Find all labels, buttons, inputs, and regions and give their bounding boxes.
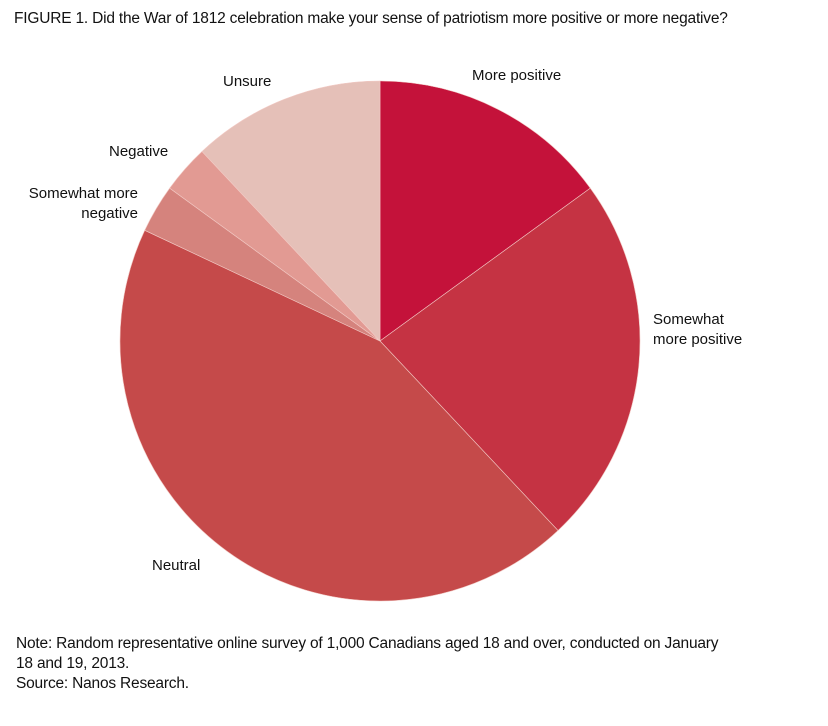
pie-slice-neutral — [119, 229, 559, 602]
chart-note: Note: Random representative online surve… — [16, 634, 816, 694]
label-negative: Negative — [109, 143, 169, 160]
source-line: Source: Nanos Research. — [16, 675, 189, 692]
label-more-positive: More positive — [472, 67, 562, 84]
label-somewhat-more-negative-line1: Somewhat more — [28, 185, 138, 202]
label-somewhat-more-negative-line2: negative — [81, 205, 138, 222]
pie-slice-more-positive — [379, 80, 591, 342]
label-somewhat-more-positive-line2: more positive — [653, 331, 743, 348]
note-line-1: Note: Random representative online surve… — [16, 635, 719, 652]
label-somewhat-more-negative: Somewhat more negative — [14, 184, 138, 224]
label-somewhat-more-positive-line1: Somewhat — [653, 311, 724, 328]
label-unsure: Unsure — [223, 73, 272, 90]
chart-title: FIGURE 1. Did the War of 1812 celebratio… — [14, 10, 728, 27]
label-neutral: Neutral — [152, 557, 201, 574]
pie-slice-somewhat-more-positive — [379, 187, 641, 531]
pie-slice-unsure — [201, 80, 381, 342]
label-somewhat-more-positive: Somewhat more positive — [653, 310, 742, 350]
note-line-2: 18 and 19, 2013. — [16, 655, 130, 672]
